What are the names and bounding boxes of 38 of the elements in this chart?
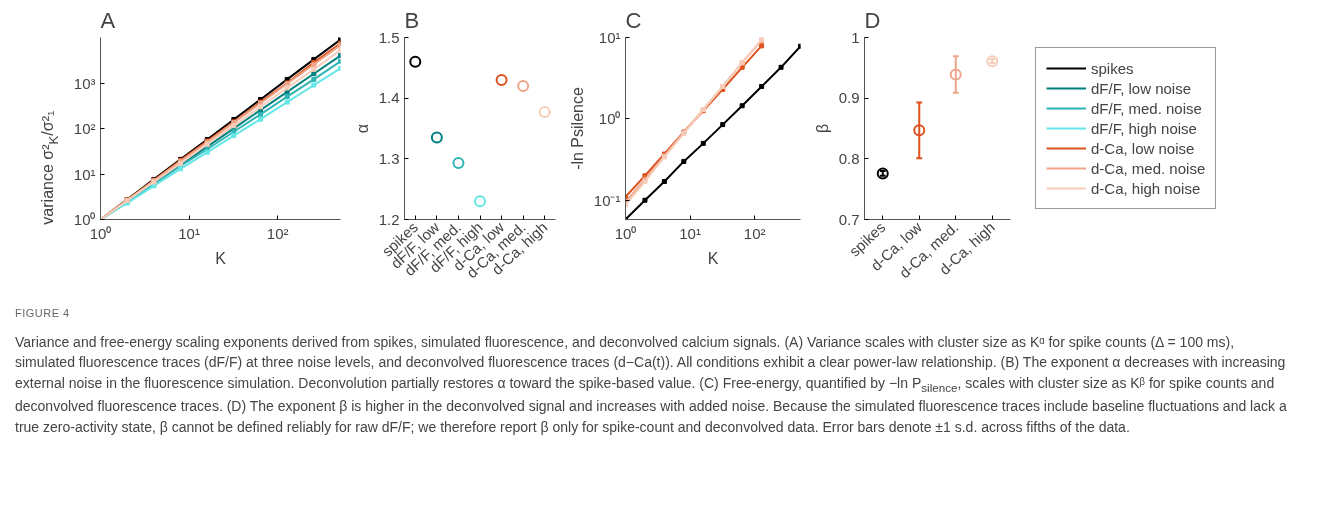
x-tick-label: 10⁰ [89, 224, 112, 242]
y-tick-label: 10³ [73, 74, 96, 92]
legend-label: dF/F, low noise [1091, 79, 1192, 97]
y-tick-label: 10⁰ [598, 110, 621, 128]
chart-title: D [864, 7, 881, 33]
y-tick-label: 1 [851, 28, 860, 46]
chart-title: C [625, 7, 642, 33]
legend-label: d-Ca, high noise [1091, 179, 1201, 197]
y-tick-label: 1.4 [378, 89, 400, 107]
y-tick-label: 10¹ [598, 29, 621, 46]
y-axis-title: -ln Psilence [568, 87, 586, 170]
y-tick-label: 10² [73, 120, 96, 137]
y-tick-label: 1.5 [378, 28, 400, 46]
x-tick-label: 10¹ [178, 224, 200, 242]
caption: FIGURE 4 [15, 306, 70, 321]
y-tick-label: 1.2 [378, 210, 400, 228]
legend-label: d-Ca, med. noise [1091, 159, 1206, 177]
x-axis-title: K [215, 249, 227, 267]
legend-label: d-Ca, low noise [1091, 139, 1195, 157]
chart-title: A [100, 7, 116, 33]
x-axis-title: K [707, 249, 719, 267]
y-tick-label: 1.3 [378, 149, 400, 167]
legend-label: dF/F, high noise [1091, 119, 1197, 137]
y-tick-label: 0.9 [838, 89, 860, 107]
legend-label: dF/F, med. noise [1091, 99, 1202, 117]
chart-title: B [404, 7, 420, 33]
x-tick-label: 10¹ [679, 224, 701, 242]
y-tick-label: 10⁻¹ [593, 191, 621, 209]
x-tick-label: 10⁰ [614, 224, 637, 242]
y-tick-label: 10¹ [73, 165, 96, 183]
y-tick-label: 0.8 [838, 149, 860, 167]
legend-label: spikes [1091, 59, 1134, 77]
text: Variance and free-energy scaling exponents derived from spikes, simulated fluorescence, and deconvolved calcium signals. (A) Variance scales with cluster size as Kᵅ for spike counts (Δ = 100 ms), simulated fluorescence traces (dF/F) at three noise levels, and deconvolved fluorescence traces (d−Ca(t)). All conditions exhibit a clear power-law relationship. (B) The exponent α decreases with increasing external noise in the fluorescence simulation. Deconvolution partially restores α toward the spike-based value. (C) Free-energy, quantified by −ln P$_{silence}$, scales with cluster size as Kᵝ for spike counts and deconvolved fluorescence traces. (D) The exponent β is higher in the deconvolved signal and increases with added noise. Because the simulated fluorescence traces include baseline fluctuations and lack a true zero-activity state, β cannot be defined reliably for raw dF/F; we therefore report β only for spike-count and deconvolved data. Error bars denote ±1 s.d. across fifths of the data. [15, 333, 1288, 437]
y-axis-title: α [353, 123, 371, 134]
y-axis-title: β [813, 123, 831, 134]
x-tick-label: 10² [266, 224, 289, 242]
x-tick-label: 10² [743, 224, 766, 242]
y-tick-label: 0.7 [838, 210, 860, 228]
